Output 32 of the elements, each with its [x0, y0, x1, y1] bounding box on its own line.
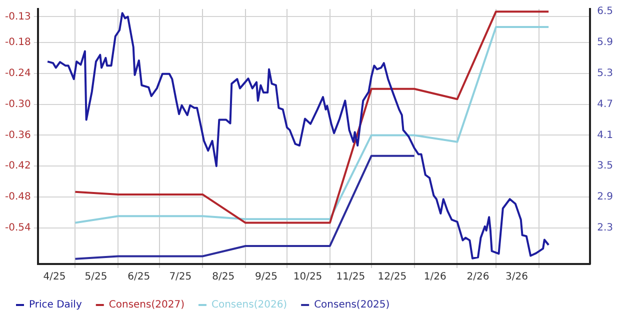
- x-tick-label: 4/25: [43, 272, 66, 283]
- x-tick-label: 2/26: [466, 272, 490, 283]
- y-tick-label: -0.24: [5, 68, 31, 79]
- y-tick-label: -0.13: [5, 11, 31, 22]
- y-tick-label: -0.30: [5, 98, 31, 110]
- x-tick-label: 9/25: [255, 272, 278, 283]
- y2-tick-label: 4.7: [597, 98, 614, 110]
- x-tick-label: 1/26: [424, 272, 446, 283]
- x-tick-label: 8/25: [212, 272, 235, 283]
- y-tick-label: -0.42: [5, 160, 31, 172]
- y2-tick-label: 3.5: [597, 160, 614, 172]
- y2-tick-label: 6.5: [597, 6, 614, 18]
- x-tick-label: 12/25: [378, 272, 407, 283]
- x-tick-label: 6/25: [128, 272, 150, 283]
- legend-label: Consens(2027): [108, 300, 185, 311]
- y-tick-label: -0.18: [5, 37, 31, 48]
- x-tick-label: 10/25: [293, 272, 322, 283]
- x-tick-label: 5/25: [84, 272, 108, 283]
- legend-label: Consens(2026): [211, 300, 288, 311]
- y2-tick-label: 4.1: [597, 130, 614, 141]
- x-tick-label: 7/25: [169, 272, 192, 283]
- x-tick-label: 3/26: [506, 272, 528, 283]
- y-tick-label: -0.48: [5, 192, 31, 203]
- y2-tick-label: 5.9: [597, 37, 614, 48]
- y2-tick-label: 2.3: [597, 222, 614, 234]
- y2-tick-label: 5.3: [597, 68, 614, 79]
- y-tick-label: -0.36: [5, 130, 31, 141]
- legend-label: Consens(2025): [314, 300, 390, 311]
- legend-label: Price Daily: [29, 300, 82, 311]
- x-tick-label: 11/25: [336, 272, 366, 283]
- y-tick-label: -0.54: [5, 222, 31, 234]
- y2-tick-label: 2.9: [597, 192, 614, 203]
